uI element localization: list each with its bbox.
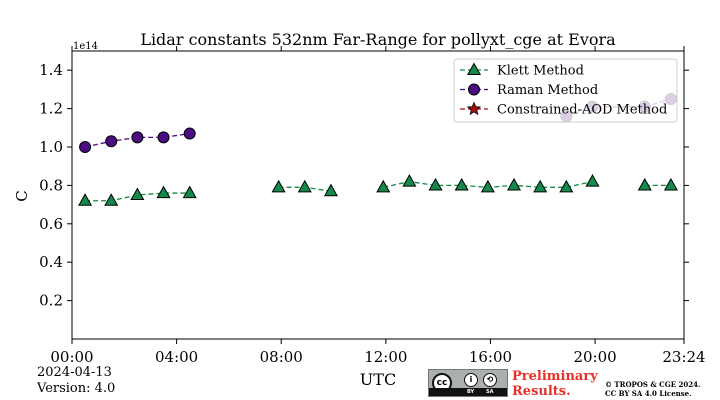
data-point [402,174,417,187]
y-scale-label: 1e14 [73,41,98,52]
data-point [585,174,600,187]
y-tick-label: 0.8 [39,176,63,194]
data-point [79,141,92,153]
by-label: BY [467,389,475,395]
x-tick-label: 23:24 [662,348,705,366]
data-point [157,131,170,144]
x-tick-label: 12:00 [364,348,407,366]
legend-marker [468,83,480,96]
legend-marker [466,62,482,76]
footer-date: 2024-04-13 [37,365,112,380]
y-tick-label: 0.2 [39,292,63,310]
data-point [78,193,93,206]
copyright-line2: CC BY SA 4.0 License. [605,389,692,398]
data-point [323,183,338,197]
chart-title: Lidar constants 532nm Far-Range for poll… [140,30,616,49]
cc-license-badge: cc i ⟲ BY SA [428,369,508,397]
series-line [84,132,190,148]
y-tick-label: 1.4 [39,61,63,79]
legend-marker [466,101,482,116]
data-point [428,177,443,191]
legend-box [453,58,678,123]
legend-label: Constrained-AOD Method [497,103,667,118]
data-point [182,185,197,199]
preliminary-line1: Preliminary [512,369,598,384]
plot-frame [71,50,685,340]
badge-strip [429,388,507,396]
legend-label: Raman Method [497,83,598,98]
x-tick-label: 20:00 [573,348,616,366]
y-axis-label: C [13,190,31,201]
data-point [104,193,119,206]
preliminary-notice: Preliminary Results. [512,369,598,399]
data-point [480,179,495,193]
data-point [663,177,678,191]
y-tick-label: 0.6 [39,215,63,233]
sa-icon: ⟲ [483,373,497,387]
x-tick-label: 16:00 [469,348,512,366]
x-tick-label: 08:00 [260,348,303,366]
data-point [297,179,312,193]
data-point [506,177,522,191]
series-klett-method [78,174,678,206]
footer-version: Version: 4.0 [37,381,116,396]
y-tick-label: 1.0 [39,138,63,156]
data-point [105,135,118,148]
data-point [156,185,171,199]
by-icon: i [464,373,478,387]
data-point [637,177,652,191]
x-axis-label: UTC [360,370,396,389]
copyright-line1: © TROPOS & CGE 2024. [605,380,701,389]
data-point [183,127,196,140]
x-tick-label: 04:00 [155,348,198,366]
sa-label: SA [486,389,494,395]
data-point [559,179,574,193]
data-point [130,187,145,201]
x-tick-label: 00:00 [50,348,93,366]
data-point [131,131,144,144]
y-tick-label: 0.4 [39,253,63,271]
data-point [271,179,286,193]
legend-label: Klett Method [497,64,584,79]
preliminary-line2: Results. [512,384,571,399]
y-tick-label: 1.2 [39,100,63,118]
copyright-notice: © TROPOS & CGE 2024. CC BY SA 4.0 Licens… [605,380,700,398]
data-point [376,179,391,193]
data-point [454,177,469,191]
legend: Klett Method Raman Method Constrained-AOD … [453,58,678,123]
data-point [533,179,548,193]
